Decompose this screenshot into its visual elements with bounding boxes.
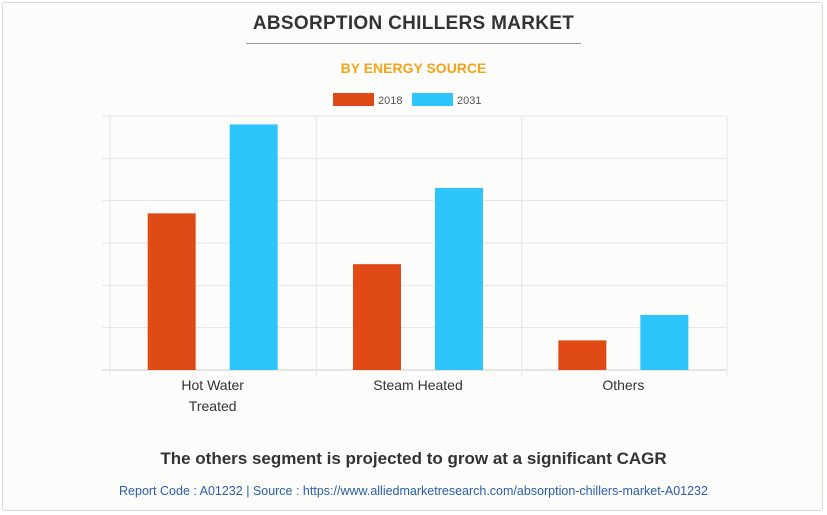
x-tick-label: Hot Water [181, 377, 244, 393]
legend-label-2031: 2031 [457, 95, 481, 107]
bar-2018-1 [353, 264, 401, 370]
chart-subtitle: BY ENERGY SOURCE [340, 60, 487, 76]
legend-swatch-2018 [333, 93, 374, 106]
legend: 2018 2031 [333, 93, 481, 107]
bar-2031-1 [435, 187, 483, 370]
title-underline [246, 43, 581, 44]
footer-note: The others segment is projected to grow … [160, 449, 667, 468]
x-tick-label: Steam Heated [373, 377, 463, 393]
bar-2018-0 [147, 213, 196, 370]
bars [147, 124, 689, 370]
bar-2018-2 [558, 340, 607, 370]
bar-2031-2 [640, 314, 689, 370]
x-axis-labels: Hot Water Treated Steam Heated Others [181, 377, 644, 414]
x-tick-label: Treated [189, 398, 237, 414]
legend-label-2018: 2018 [378, 95, 402, 107]
legend-swatch-2031 [412, 93, 453, 106]
bar-2031-0 [229, 124, 278, 370]
chart-title: ABSORPTION CHILLERS MARKET [252, 13, 575, 34]
grid [102, 115, 728, 376]
source-line: Report Code : A01232 | Source : https://… [119, 484, 708, 498]
x-tick-label: Others [602, 377, 644, 393]
